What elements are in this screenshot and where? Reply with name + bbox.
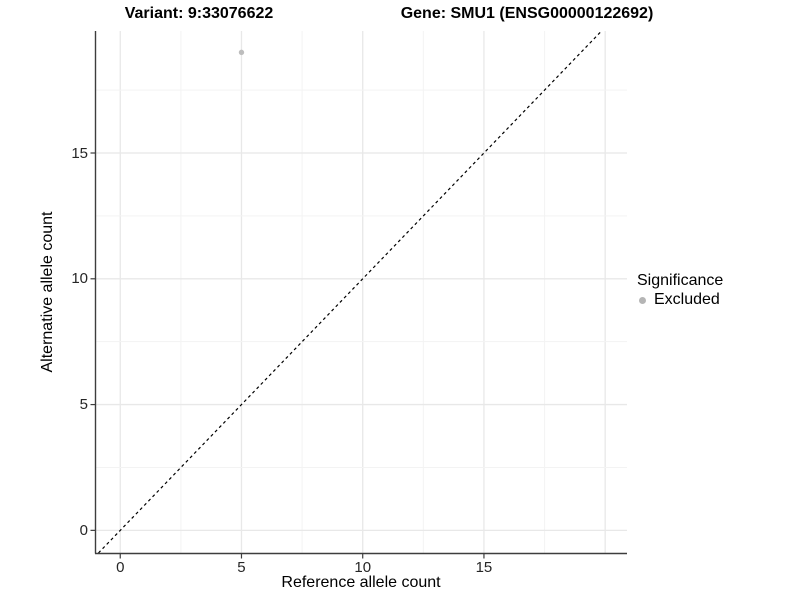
x-axis-label: Reference allele count — [281, 574, 441, 591]
x-tick-label: 5 — [237, 559, 246, 576]
legend: Significance Excluded — [637, 272, 723, 309]
y-tick-label: 10 — [71, 270, 88, 288]
x-tick-label: 0 — [116, 559, 125, 576]
x-tick-label: 10 — [354, 559, 372, 576]
x-tick-label: 15 — [475, 559, 493, 576]
legend-item-excluded: Excluded — [637, 291, 723, 309]
y-tick-label: 15 — [71, 144, 88, 162]
y-tick-label: 0 — [79, 521, 88, 539]
excluded-point-icon — [639, 296, 646, 304]
data-points — [238, 49, 245, 56]
legend-title: Significance — [637, 272, 724, 289]
legend-item-label: Excluded — [654, 291, 720, 308]
y-tick-label: 5 — [79, 396, 88, 414]
plot-title-variant: Variant: 9:33076622 — [124, 5, 274, 22]
y-axis-label: Alternative allele count — [39, 211, 56, 373]
plot-title-gene: Gene: SMU1 (ENSG00000122692) — [400, 5, 654, 22]
axis-lines-and-ticks — [90, 31, 627, 559]
gridlines — [96, 31, 627, 553]
identity-reference-line — [97, 30, 602, 554]
